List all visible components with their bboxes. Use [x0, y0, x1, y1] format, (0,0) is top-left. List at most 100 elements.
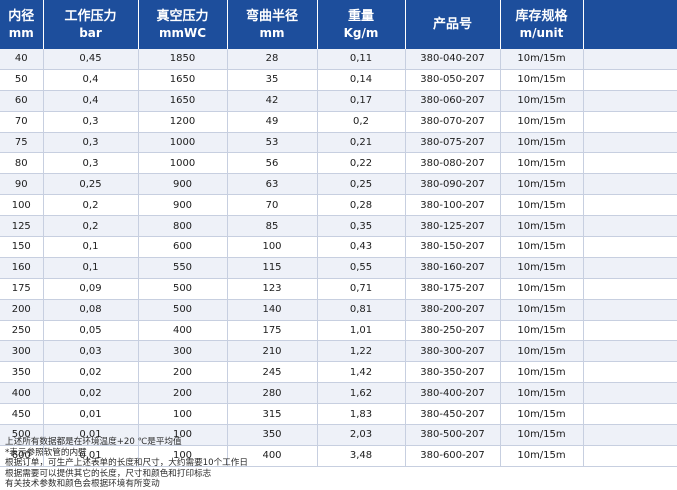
header-label: 工作压力	[64, 8, 117, 24]
blank-cell	[583, 49, 677, 70]
stock-size-cell: 10m/15m	[500, 361, 584, 384]
working-pressure-cell: 0,01	[43, 403, 139, 426]
table-row: 200 0,08 500 140 0,81 380-200-207 10m/15m	[0, 299, 677, 321]
blank-cell	[583, 278, 677, 300]
vacuum-pressure-cell: 600	[138, 236, 228, 258]
weight-cell: 0,35	[317, 215, 406, 238]
blank-cell	[583, 320, 677, 342]
footnotes: 上述所有数据都是在环境温度+20 ℃是平均值 *表示参照软管的内壁 根据订单，可生产…	[5, 437, 248, 490]
table-row: 75 0,3 1000 53 0,21 380-075-207 10m/15m	[0, 132, 677, 154]
vacuum-pressure-cell: 100	[138, 445, 228, 467]
vacuum-pressure-cell: 400	[138, 320, 228, 342]
working-pressure-cell: 0,09	[43, 278, 139, 300]
working-pressure-cell: 0,1	[43, 236, 139, 258]
vacuum-pressure-cell: 100	[138, 424, 228, 446]
stock-size-cell: 10m/15m	[500, 111, 584, 133]
product-number-cell: 380-100-207	[405, 194, 501, 217]
header-label: 弯曲半径	[245, 8, 298, 24]
header-stock-size: 库存规格 m/unit	[500, 0, 584, 49]
stock-size-cell: 10m/15m	[500, 382, 584, 405]
footnote-line: 上述所有数据都是在环境温度+20 ℃是平均值	[5, 437, 182, 447]
blank-cell	[583, 299, 677, 321]
table-row: 450 0,01 100 315 1,83 380-450-207 10m/15m	[0, 403, 677, 426]
bend-radius-cell: 245	[227, 361, 318, 384]
bend-radius-cell: 49	[227, 111, 318, 133]
stock-size-cell: 10m/15m	[500, 90, 584, 112]
header-label: 内径	[8, 8, 35, 24]
weight-cell: 0,55	[317, 257, 406, 279]
blank-cell	[583, 424, 677, 446]
inner-diameter-cell: 400	[0, 382, 44, 405]
working-pressure-cell: 0,02	[43, 361, 139, 384]
blank-cell	[583, 361, 677, 384]
table-body: 40 0,45 1850 28 0,11 380-040-207 10m/15m 50 0,4 1…	[0, 49, 677, 467]
table-row: 40 0,45 1850 28 0,11 380-040-207 10m/15m	[0, 49, 677, 70]
table-row: 250 0,05 400 175 1,01 380-250-207 10m/15m	[0, 320, 677, 342]
weight-cell: 2,03	[317, 424, 406, 446]
stock-size-cell: 10m/15m	[500, 257, 584, 279]
table-row: 600 0,01 100 400 3,48 380-600-207 10m/15m	[0, 445, 677, 467]
inner-diameter-cell: 450	[0, 403, 44, 426]
product-number-cell: 380-125-207	[405, 215, 501, 238]
vacuum-pressure-cell: 1200	[138, 111, 228, 133]
bend-radius-cell: 85	[227, 215, 318, 238]
blank-cell	[583, 69, 677, 91]
table-row: 160 0,1 550 115 0,55 380-160-207 10m/15m	[0, 257, 677, 279]
table-row: 150 0,1 600 100 0,43 380-150-207 10m/15m	[0, 236, 677, 258]
table-row: 60 0,4 1650 42 0,17 380-060-207 10m/15m	[0, 90, 677, 112]
header-unit: mm	[259, 25, 285, 40]
bend-radius-cell: 175	[227, 320, 318, 342]
inner-diameter-cell: 75	[0, 132, 44, 154]
table-row: 500 0,01 100 350 2,03 380-500-207 10m/15m	[0, 424, 677, 446]
table-row: 175 0,09 500 123 0,71 380-175-207 10m/15m	[0, 278, 677, 300]
product-number-cell: 380-150-207	[405, 236, 501, 258]
table-row: 125 0,2 800 85 0,35 380-125-207 10m/15m	[0, 215, 677, 238]
bend-radius-cell: 350	[227, 424, 318, 446]
vacuum-pressure-cell: 500	[138, 299, 228, 321]
working-pressure-cell: 0,01	[43, 445, 139, 467]
table-row: 350 0,02 200 245 1,42 380-350-207 10m/15m	[0, 361, 677, 384]
stock-size-cell: 10m/15m	[500, 173, 584, 196]
weight-cell: 1,01	[317, 320, 406, 342]
product-number-cell: 380-160-207	[405, 257, 501, 279]
stock-size-cell: 10m/15m	[500, 278, 584, 300]
header-label: 真空压力	[156, 8, 209, 24]
table-row: 70 0,3 1200 49 0,2 380-070-207 10m/15m	[0, 111, 677, 133]
working-pressure-cell: 0,2	[43, 215, 139, 238]
blank-cell	[583, 90, 677, 112]
table-row: 50 0,4 1650 35 0,14 380-050-207 10m/15m	[0, 69, 677, 91]
inner-diameter-cell: 40	[0, 49, 44, 70]
inner-diameter-cell: 80	[0, 152, 44, 175]
header-unit: mm	[8, 25, 34, 40]
inner-diameter-cell: 500	[0, 424, 44, 446]
stock-size-cell: 10m/15m	[500, 320, 584, 342]
stock-size-cell: 10m/15m	[500, 132, 584, 154]
blank-cell	[583, 445, 677, 467]
inner-diameter-cell: 200	[0, 299, 44, 321]
weight-cell: 1,83	[317, 403, 406, 426]
vacuum-pressure-cell: 900	[138, 194, 228, 217]
product-number-cell: 380-300-207	[405, 340, 501, 363]
header-label: 重量	[347, 8, 374, 24]
vacuum-pressure-cell: 1650	[138, 90, 228, 112]
weight-cell: 0,11	[317, 49, 406, 70]
blank-cell	[583, 111, 677, 133]
blank-cell	[583, 132, 677, 154]
header-unit: Kg/m	[343, 25, 379, 40]
stock-size-cell: 10m/15m	[500, 403, 584, 426]
header-inner-diameter: 内径 mm	[0, 0, 44, 49]
bend-radius-cell: 53	[227, 132, 318, 154]
header-unit: m/unit	[519, 25, 564, 40]
product-number-cell: 380-090-207	[405, 173, 501, 196]
product-number-cell: 380-050-207	[405, 69, 501, 91]
weight-cell: 0,17	[317, 90, 406, 112]
blank-cell	[583, 403, 677, 426]
stock-size-cell: 10m/15m	[500, 49, 584, 70]
blank-cell	[583, 152, 677, 175]
weight-cell: 1,22	[317, 340, 406, 363]
working-pressure-cell: 0,1	[43, 257, 139, 279]
table-row: 90 0,25 900 63 0,25 380-090-207 10m/15m	[0, 173, 677, 196]
weight-cell: 0,14	[317, 69, 406, 91]
stock-size-cell: 10m/15m	[500, 236, 584, 258]
